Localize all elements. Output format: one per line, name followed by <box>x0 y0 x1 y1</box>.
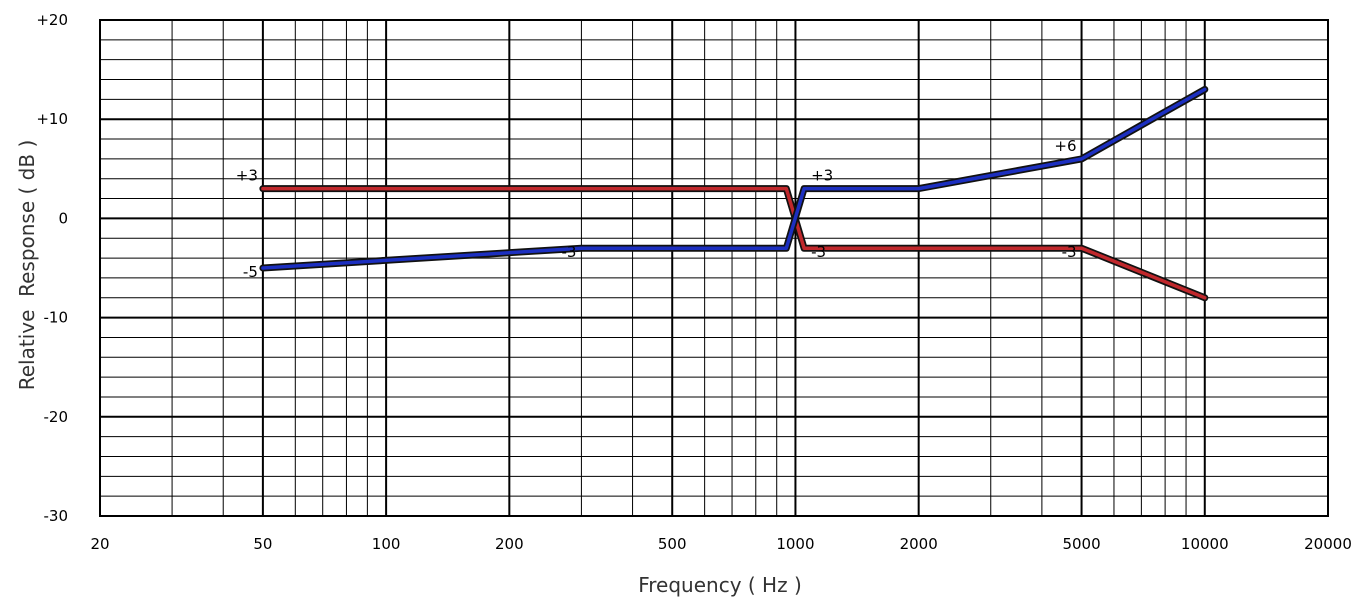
x-tick-label: 5000 <box>1062 535 1100 553</box>
x-tick-label: 500 <box>658 535 687 553</box>
x-tick-label: 20 <box>90 535 109 553</box>
y-tick-labels: +20 +10 0 -10 -20 -30 <box>36 11 68 525</box>
x-tick-label: 2000 <box>900 535 938 553</box>
x-axis-title: Frequency ( Hz ) <box>638 573 802 597</box>
x-tick-label: 20000 <box>1304 535 1352 553</box>
x-tick-label: 10000 <box>1181 535 1229 553</box>
plot-frame <box>99 19 1329 517</box>
grid <box>99 19 1329 517</box>
y-tick-label: -10 <box>44 309 69 327</box>
annotation-label: +6 <box>1054 137 1076 155</box>
annotation-label: -3 <box>561 243 576 261</box>
series-line-2 <box>261 87 1207 270</box>
x-tick-label: 100 <box>372 535 401 553</box>
y-tick-label: +20 <box>36 11 68 29</box>
series-line-1 <box>261 186 1207 300</box>
x-tick-labels: 20 50 100 200 500 1000 2000 5000 10000 20000 <box>90 535 1351 553</box>
x-tick-label: 200 <box>495 535 524 553</box>
y-axis-title: Relative Response ( dB ) <box>15 140 39 391</box>
annotation-label: -3 <box>811 243 826 261</box>
annotation-label: -5 <box>243 263 258 281</box>
y-tick-label: -20 <box>44 408 69 426</box>
annotation-label: -3 <box>1062 243 1077 261</box>
annotations: +3 -5 -3 +3 -3 +6 -3 <box>236 137 1077 281</box>
x-tick-label: 1000 <box>776 535 814 553</box>
annotation-label: +3 <box>811 167 833 185</box>
y-tick-label: +10 <box>36 110 68 128</box>
series-layer <box>259 85 1209 302</box>
x-tick-label: 50 <box>253 535 272 553</box>
y-tick-label: -30 <box>44 507 69 525</box>
annotation-label: +3 <box>236 167 258 185</box>
y-tick-label: 0 <box>58 209 68 227</box>
